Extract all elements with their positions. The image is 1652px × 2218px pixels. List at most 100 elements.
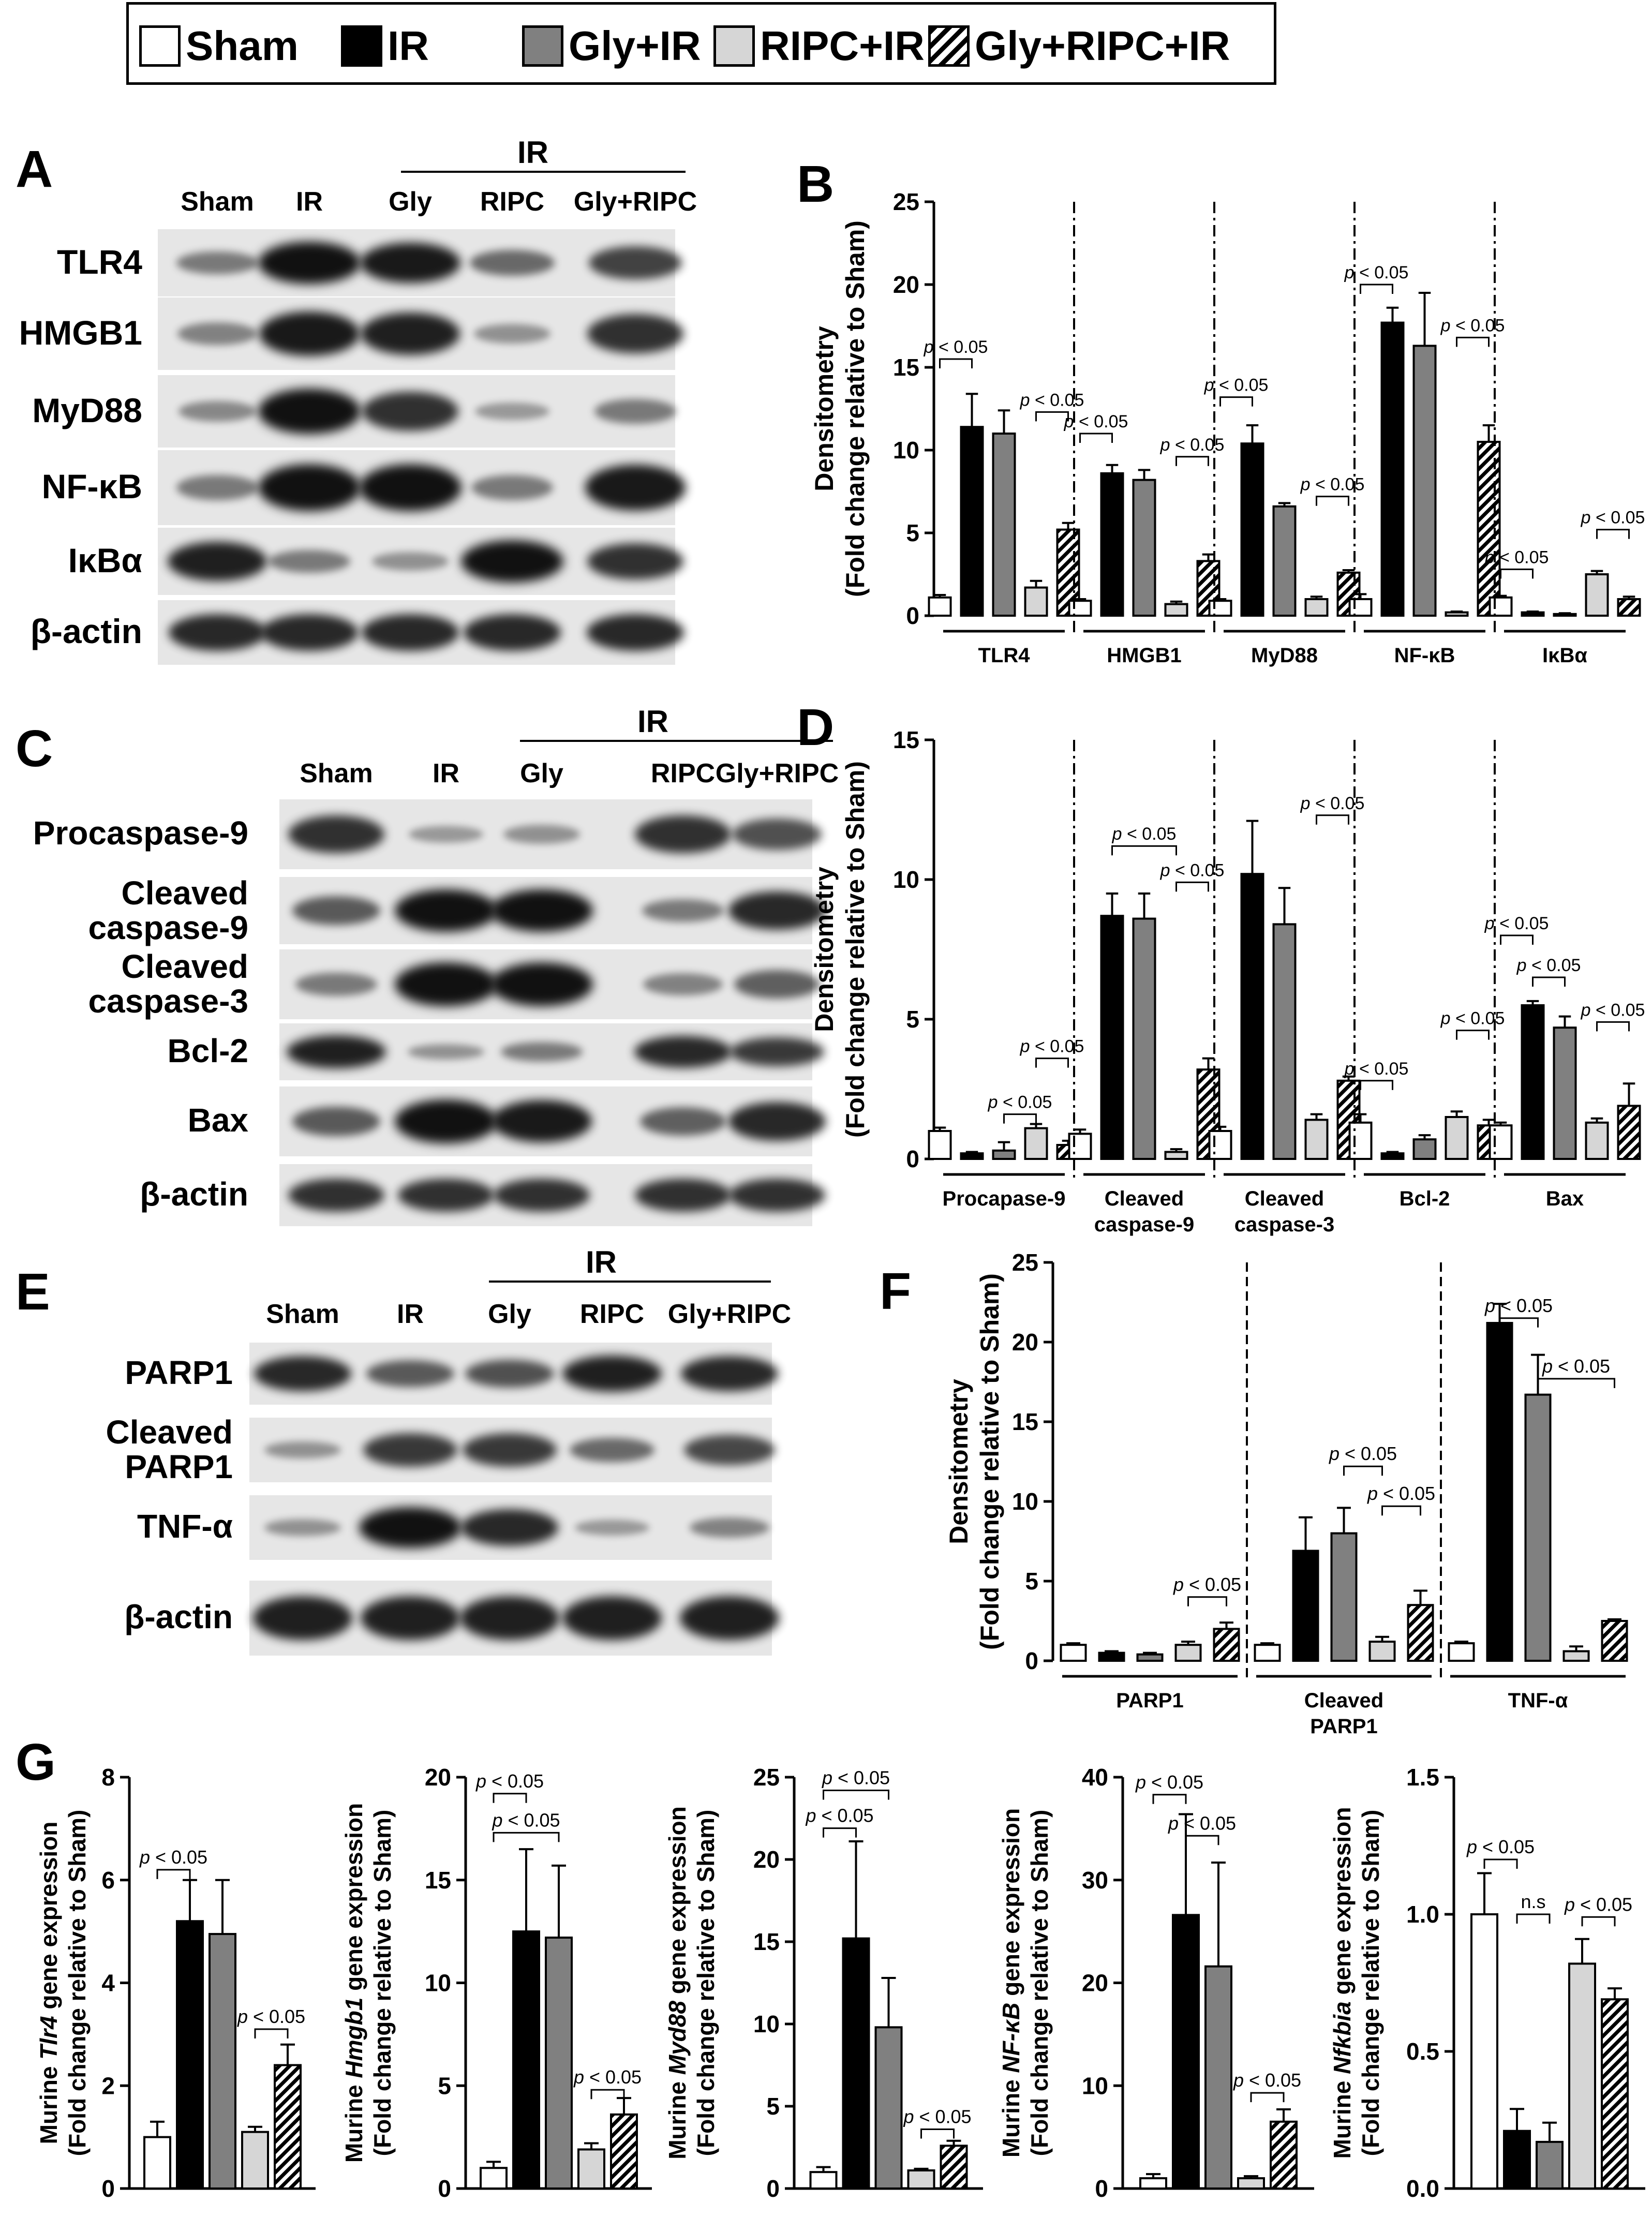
bar — [512, 1930, 540, 2190]
blot-band — [462, 1433, 557, 1467]
blot-band — [176, 251, 258, 274]
significance-bracket — [1343, 1465, 1383, 1476]
blot-band — [361, 1596, 460, 1640]
blot-band — [287, 1035, 386, 1069]
blot-band — [461, 540, 563, 583]
blot-band — [295, 972, 377, 996]
bar — [1024, 1127, 1048, 1160]
bar — [1521, 611, 1545, 617]
bar — [1521, 1004, 1545, 1160]
blot-band — [362, 392, 458, 431]
bar — [1237, 2177, 1265, 2190]
significance-label: p < 0.05 — [805, 1805, 873, 1826]
bar — [1204, 1965, 1232, 2190]
significance-bracket — [1152, 1794, 1187, 1804]
bar — [274, 2064, 302, 2190]
significance-bracket — [1316, 814, 1349, 825]
blot-row-label: NF-κB — [41, 467, 142, 506]
bar — [1100, 472, 1124, 617]
bar — [1132, 917, 1156, 1160]
blot-band — [463, 614, 561, 651]
y-tick-label: 0.0 — [1406, 2175, 1439, 2202]
blot-band — [680, 1356, 779, 1391]
blot-band — [258, 464, 361, 512]
y-tick-label: 10 — [753, 2011, 780, 2037]
panel-letter: D — [797, 704, 834, 756]
blot-band — [465, 1360, 555, 1388]
blot-band — [729, 1178, 825, 1212]
significance-bracket — [1596, 1021, 1630, 1032]
x-category-label: PARP1 — [1310, 1715, 1377, 1738]
significance-bracket — [1250, 2092, 1285, 2103]
bar — [1380, 321, 1405, 617]
significance-label: p < 0.05 — [1173, 1574, 1241, 1595]
blot-band — [574, 1520, 650, 1536]
blot-band — [408, 1044, 484, 1060]
bar — [1272, 923, 1297, 1160]
y-axis-label: (Fold change relative to Sham) — [64, 1810, 91, 2156]
y-axis-label: Densitometry — [810, 867, 839, 1032]
x-category-label: HMGB1 — [1107, 644, 1181, 667]
legend-label: Gly+IR — [569, 23, 701, 69]
y-axis-label: (Fold change relative to Sham) — [369, 1810, 396, 2156]
significance-bracket — [1111, 845, 1177, 856]
bar — [1448, 1642, 1475, 1662]
significance-label: p < 0.05 — [573, 2066, 642, 2088]
x-category-label: Bcl-2 — [1400, 1187, 1450, 1210]
lane-label: IR — [433, 758, 459, 788]
blot-strip — [279, 949, 821, 1019]
x-category-label: TLR4 — [978, 644, 1031, 667]
significance-bracket — [939, 358, 973, 368]
y-tick-label: 20 — [753, 1846, 780, 1873]
legend: Sham IR Gly+IR RIPC+IR Gly+RIPC+IR — [126, 2, 1276, 85]
bar — [1486, 1322, 1513, 1662]
bar — [1272, 505, 1297, 617]
lane-label: RIPC — [480, 187, 545, 217]
group-line — [520, 740, 833, 742]
blot-band — [634, 1036, 732, 1068]
y-tick-label: 15 — [425, 1867, 451, 1894]
bar — [940, 2145, 968, 2190]
significance-bracket — [254, 2028, 289, 2038]
blot-band — [176, 475, 258, 500]
bar — [1330, 1532, 1358, 1662]
blot-strip — [249, 1495, 772, 1560]
significance-bracket — [1035, 1058, 1069, 1068]
significance-bracket — [1483, 1858, 1518, 1869]
y-tick-label: 15 — [1012, 1408, 1038, 1435]
significance-label: p < 0.05 — [1440, 1009, 1505, 1029]
bar — [1412, 345, 1437, 617]
legend-swatch — [522, 25, 563, 67]
y-tick-label: 0 — [438, 2175, 451, 2202]
blot-strip — [279, 799, 822, 869]
blot-band — [490, 962, 593, 1007]
bar — [842, 1937, 870, 2190]
blot-band — [734, 970, 821, 999]
blot-row-label: TLR4 — [57, 242, 142, 281]
significance-bracket — [1316, 496, 1349, 506]
blot-band — [635, 815, 731, 853]
blot-band — [360, 242, 461, 284]
lane-label: RIPC — [650, 758, 716, 788]
bar — [1139, 2177, 1167, 2190]
bar — [545, 1937, 573, 2190]
y-tick-label: 10 — [1012, 1488, 1038, 1515]
blot-strip — [158, 528, 683, 595]
y-tick-label: 4 — [101, 1970, 115, 1997]
blot-strip — [279, 1086, 826, 1156]
significance-label: p < 0.05 — [924, 337, 988, 357]
x-category-label: Procapase-9 — [943, 1187, 1066, 1210]
lane-label: IR — [296, 187, 323, 217]
y-axis-label: (Fold change relative to Sham) — [692, 1810, 719, 2156]
blot-band — [730, 1037, 825, 1067]
blot-band — [690, 1517, 769, 1538]
blot-band — [269, 550, 350, 573]
significance-label: p < 0.05 — [1135, 1772, 1203, 1793]
bar — [1240, 873, 1264, 1160]
bar — [1568, 1962, 1596, 2190]
blot-band — [288, 1178, 384, 1212]
bar — [1136, 1653, 1164, 1662]
y-tick-label: 0 — [766, 2175, 780, 2202]
bar — [809, 2171, 838, 2190]
chart-G5: 0.0 0.5 1.0 1.5 Murine Nfkbia gene expressio… — [1329, 1764, 1645, 2202]
